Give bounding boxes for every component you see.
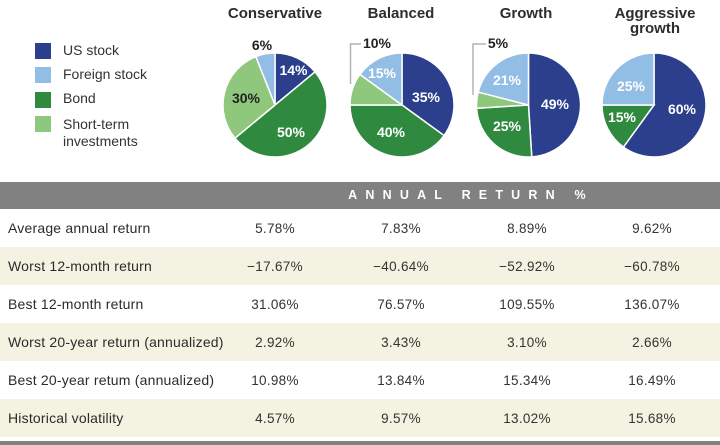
svg-text:25%: 25% — [617, 78, 646, 94]
svg-text:40%: 40% — [377, 124, 406, 140]
svg-text:30%: 30% — [232, 90, 261, 106]
svg-text:25%: 25% — [493, 118, 522, 134]
svg-text:21%: 21% — [493, 72, 522, 88]
svg-text:49%: 49% — [541, 96, 570, 112]
svg-text:15%: 15% — [608, 109, 637, 125]
svg-text:15%: 15% — [368, 65, 397, 81]
svg-text:60%: 60% — [668, 101, 697, 117]
svg-text:6%: 6% — [252, 37, 273, 53]
svg-text:10%: 10% — [363, 35, 392, 51]
svg-text:14%: 14% — [279, 62, 308, 78]
svg-text:50%: 50% — [277, 124, 306, 140]
svg-text:35%: 35% — [412, 89, 441, 105]
svg-text:5%: 5% — [488, 35, 509, 51]
